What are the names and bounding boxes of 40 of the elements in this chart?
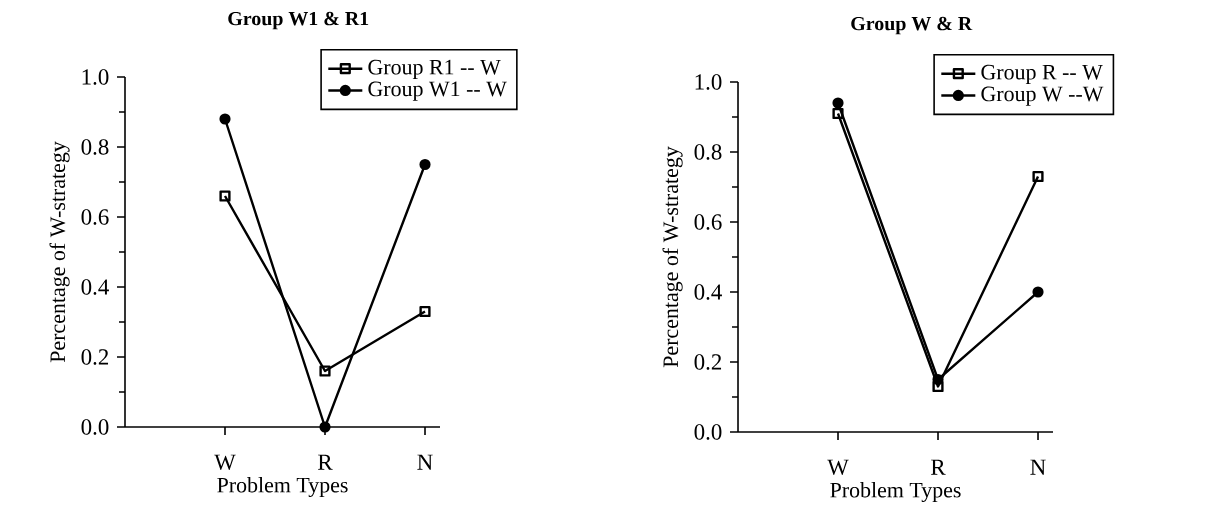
x-tick-label: W <box>214 454 236 471</box>
x-axis-title: Problem Types <box>830 482 961 502</box>
point <box>832 97 844 109</box>
point <box>1032 170 1044 183</box>
point <box>419 158 431 171</box>
legend-label: Group W --W <box>981 86 1104 106</box>
point <box>1032 286 1044 298</box>
y-axis-title: Percentage of W-strategy <box>49 141 70 363</box>
point <box>832 107 844 120</box>
y-tick-label: 0.0 <box>81 419 109 435</box>
y-tick-label: 0.0 <box>694 424 722 440</box>
chart-title: Group W & R <box>851 16 973 35</box>
point <box>419 305 431 318</box>
legend-label: Group R -- W <box>981 64 1103 84</box>
y-tick-label: 0.4 <box>81 279 109 295</box>
y-tick-label: 0.6 <box>694 214 722 230</box>
y-tick-label: 0.6 <box>81 209 109 225</box>
y-tick-label: 1.0 <box>82 69 109 85</box>
chart-title: Group W1 & R1 <box>228 11 369 30</box>
x-tick-label: N <box>417 454 433 470</box>
y-tick-label: 1.0 <box>695 74 722 90</box>
legend-label: Group W1 -- W <box>368 81 507 101</box>
x-tick-label: R <box>318 454 333 470</box>
point <box>219 113 231 125</box>
y-tick-label: 0.8 <box>694 144 722 160</box>
x-tick-label: W <box>827 459 849 476</box>
x-tick-label: N <box>1030 459 1046 475</box>
y-tick-label: 0.2 <box>694 354 722 370</box>
point <box>932 380 944 393</box>
x-axis-title: Problem Types <box>217 477 348 497</box>
point <box>219 190 231 202</box>
point <box>319 365 331 377</box>
y-tick-label: 0.2 <box>81 349 109 365</box>
x-tick-label: R <box>931 459 946 475</box>
point <box>319 421 331 433</box>
y-axis-title: Percentage of W-strategy <box>662 146 683 368</box>
point <box>932 373 944 386</box>
y-tick-label: 0.4 <box>694 284 722 300</box>
y-tick-label: 0.8 <box>81 139 109 155</box>
legend-label: Group R1 -- W <box>368 59 501 79</box>
